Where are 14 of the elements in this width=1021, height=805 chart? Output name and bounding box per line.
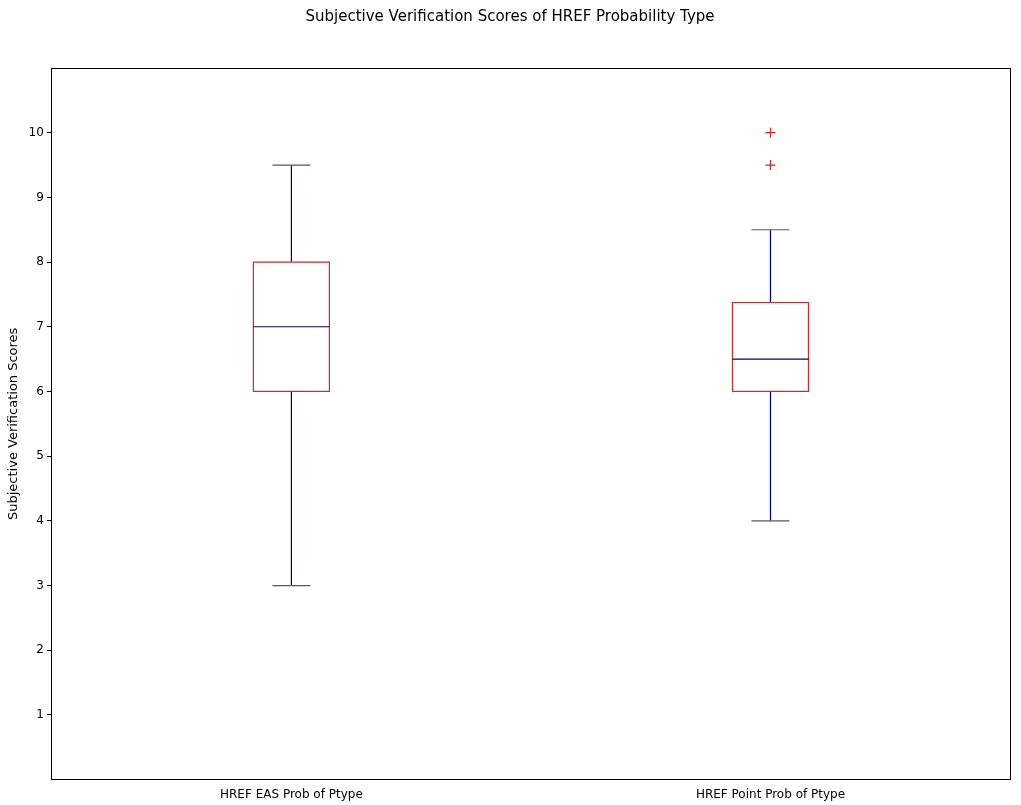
y-tick-label: 6 [36, 383, 44, 398]
x-tick-label: HREF Point Prob of Ptype [695, 786, 846, 801]
y-tick-label: 1 [36, 707, 44, 722]
y-tick-label: 8 [36, 254, 44, 269]
x-tick-label: HREF EAS Prob of Ptype [220, 786, 363, 801]
y-axis-title: Subjective Verification Scores [5, 327, 21, 520]
y-tick-label: 5 [36, 448, 44, 463]
y-tick-label: 9 [36, 189, 44, 204]
y-tick-label: 10 [28, 124, 44, 139]
y-tick-label: 4 [36, 512, 44, 527]
chart-title: Subjective Verification Scores of HREF Probability Type [305, 6, 715, 25]
y-tick-label: 3 [36, 577, 44, 592]
y-tick-label: 7 [36, 318, 44, 333]
y-tick-label: 2 [36, 642, 44, 657]
